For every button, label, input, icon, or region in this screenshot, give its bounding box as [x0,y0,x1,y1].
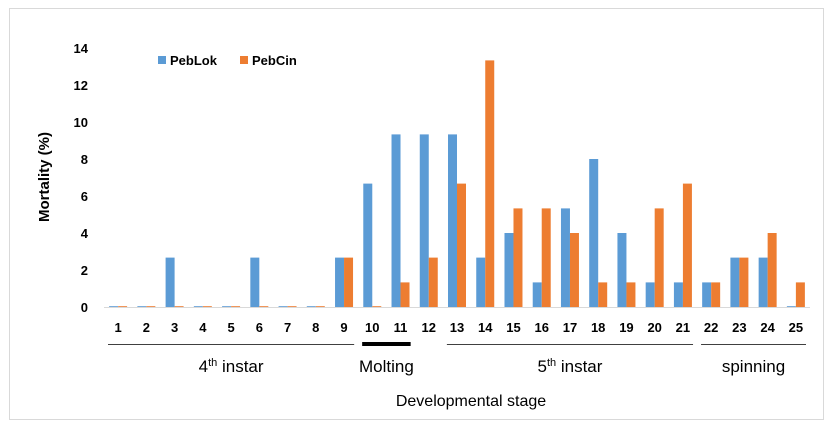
y-tick-label: 4 [81,226,89,241]
legend-label-peblok: PebLok [170,53,218,68]
x-tick-label: 1 [115,320,122,335]
bar-peblok-21 [673,282,683,307]
x-tick-label: 25 [789,320,803,335]
y-tick-label: 6 [81,189,88,204]
bar-peblok-23 [730,257,740,307]
bar-pebcin-22 [711,282,721,307]
bar-pebcin-13 [457,183,466,307]
x-tick-label: 16 [534,320,548,335]
bar-peblok-4 [193,306,203,307]
bar-peblok-17 [560,208,570,307]
x-axis-label: Developmental stage [396,393,546,410]
bar-peblok-25 [786,306,796,307]
x-tick-label: 2 [143,320,150,335]
x-tick-label: 6 [256,320,263,335]
x-tick-label: 12 [422,320,436,335]
y-axis-label: Mortality (%) [36,132,53,222]
bar-peblok-19 [617,233,627,307]
stage-label: Molting [359,357,414,376]
bar-peblok-9 [335,257,345,307]
bar-pebcin-7 [287,306,297,307]
bar-pebcin-18 [598,282,608,307]
bar-peblok-11 [391,134,401,307]
bar-peblok-15 [504,233,514,307]
bar-pebcin-24 [767,233,777,307]
bar-peblok-12 [419,134,429,307]
bar-peblok-13 [448,134,457,307]
x-tick-label: 3 [171,320,178,335]
y-tick-label: 8 [81,152,88,167]
y-tick-label: 2 [81,263,88,278]
x-tick-label: 4 [199,320,207,335]
x-tick-label: 9 [340,320,347,335]
y-tick-label: 14 [74,41,89,56]
bar-pebcin-8 [315,306,325,307]
bar-pebcin-2 [146,306,156,307]
bar-peblok-6 [250,257,260,307]
x-tick-label: 10 [365,320,379,335]
bar-peblok-2 [137,306,147,307]
stage-label: spinning [722,357,785,376]
bar-peblok-3 [165,257,175,307]
legend-label-pebcin: PebCin [252,53,297,68]
bar-peblok-14 [476,257,486,307]
bar-pebcin-20 [654,208,664,307]
x-tick-label: 22 [704,320,718,335]
bar-peblok-16 [532,282,542,307]
bar-pebcin-11 [400,282,410,307]
bar-pebcin-4 [202,306,212,307]
x-tick-label: 18 [591,320,605,335]
bar-pebcin-21 [682,183,692,307]
y-tick-label: 12 [74,78,88,93]
bar-peblok-5 [222,306,232,307]
x-tick-label: 11 [394,320,408,335]
bar-pebcin-3 [174,306,184,307]
bar-pebcin-19 [626,282,636,307]
x-tick-label: 23 [732,320,746,335]
x-tick-label: 20 [647,320,661,335]
bar-pebcin-23 [739,257,749,307]
bar-peblok-10 [363,183,373,307]
x-tick-label: 17 [563,320,577,335]
bar-peblok-1 [109,306,119,307]
y-tick-label: 0 [81,300,88,315]
legend-swatch-peblok [158,56,166,64]
bar-pebcin-1 [118,306,128,307]
bar-peblok-24 [758,257,768,307]
bar-peblok-7 [278,306,288,307]
x-tick-label: 19 [619,320,633,335]
x-tick-label: 14 [478,320,493,335]
bar-peblok-20 [645,282,655,307]
x-tick-label: 21 [676,320,690,335]
legend: PebLok PebCin [158,53,297,68]
stage-label: 4th instar [199,357,264,376]
bar-pebcin-16 [541,208,551,307]
x-tick-label: 7 [284,320,291,335]
stage-label: 5th instar [537,357,602,376]
x-tick-label: 5 [227,320,234,335]
x-tick-label: 15 [506,320,520,335]
bar-peblok-18 [589,159,599,307]
bar-pebcin-25 [795,282,805,307]
bar-pebcin-15 [513,208,523,307]
bar-pebcin-12 [428,257,438,307]
legend-swatch-pebcin [240,56,248,64]
bar-peblok-22 [702,282,712,307]
bar-pebcin-6 [259,306,269,307]
bar-pebcin-14 [485,60,495,307]
bar-pebcin-9 [344,257,354,307]
bar-peblok-8 [306,306,316,307]
x-tick-label: 8 [312,320,319,335]
x-tick-label: 24 [760,320,775,335]
y-tick-label: 10 [74,115,88,130]
bar-pebcin-10 [372,306,382,307]
bar-pebcin-5 [231,306,241,307]
x-tick-label: 13 [450,320,464,335]
bar-pebcin-17 [569,233,579,307]
